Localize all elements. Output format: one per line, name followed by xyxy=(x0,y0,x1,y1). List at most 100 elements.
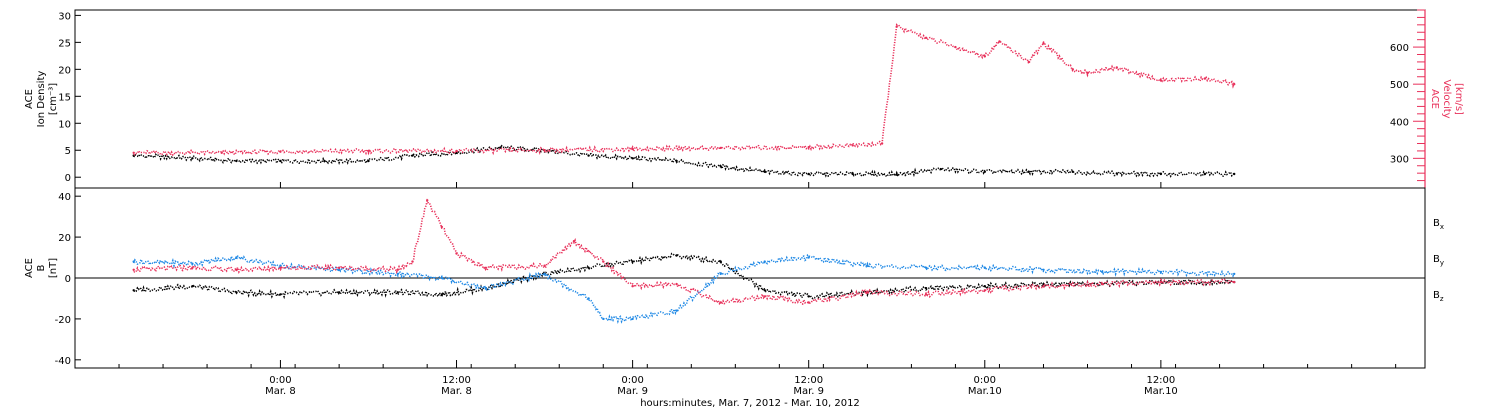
ion-density-series-point xyxy=(719,165,722,168)
b-field-bx-series-point xyxy=(631,260,634,263)
b-field-by-series-point xyxy=(631,317,634,321)
b-field-by-series-point xyxy=(1101,270,1104,274)
b-field-bz-series-point xyxy=(440,225,443,229)
velocity-series-point xyxy=(1027,60,1031,64)
b-field-axis-title: B xyxy=(36,264,47,271)
velocity-series-point xyxy=(543,149,546,152)
b-field-bz-series-point xyxy=(866,291,869,294)
b-field-bz-series-point xyxy=(1101,282,1104,286)
x-tick-date-label: Mar. 9 xyxy=(793,386,824,397)
ion-density-series-point xyxy=(235,159,238,163)
velocity-series-point xyxy=(924,36,928,39)
b-field-bz-series-point xyxy=(279,266,282,269)
ion-density-series-point xyxy=(631,157,634,160)
x-tick-date-label: Mar. 8 xyxy=(441,386,472,397)
velocity-axis-title: Velocity xyxy=(1441,79,1452,118)
b-field-by-series xyxy=(132,253,1235,324)
b-field-bz-series-point xyxy=(1233,280,1236,284)
density-axis-title: [cm⁻³] xyxy=(48,83,59,115)
x-tick-time-label: 12:00 xyxy=(442,375,471,386)
velocity-series-point xyxy=(1115,66,1119,69)
b-field-bx-series-point xyxy=(587,266,590,269)
ion-density-series-point xyxy=(587,154,590,157)
velocity-series-point xyxy=(1086,71,1089,75)
b-field-bz-series-point xyxy=(426,199,429,202)
velocity-y-tick-label: 400 xyxy=(1390,117,1409,128)
b-field-bx-series-point xyxy=(675,254,678,257)
ion-density-series-point xyxy=(851,172,854,176)
density-y-tick-label: 0 xyxy=(65,173,71,184)
b-field-by-series-point xyxy=(543,272,546,276)
ion-density-series-point xyxy=(1159,172,1163,176)
ion-density-series-point xyxy=(323,159,326,163)
velocity-series-point xyxy=(1042,42,1045,45)
x-tick-time-label: 0:00 xyxy=(621,375,643,386)
b-field-bz-series-point xyxy=(455,252,458,255)
velocity-series-point xyxy=(1071,68,1075,71)
x-tick-time-label: 0:00 xyxy=(974,375,996,386)
x-axis-title: hours:minutes, Mar. 7, 2012 - Mar. 10, 2… xyxy=(640,398,860,409)
b-field-by-series-point xyxy=(719,272,722,276)
b-field-bz-series-point xyxy=(1042,285,1045,288)
b-field-y-tick-label: 40 xyxy=(58,192,71,203)
b-field-by-series-point xyxy=(763,260,766,263)
b-field-bz-series-point xyxy=(631,285,634,288)
velocity-series-point xyxy=(807,146,810,149)
velocity-series-point xyxy=(895,25,898,28)
b-field-y-tick-label: -40 xyxy=(55,356,71,367)
b-field-bz-series-point xyxy=(602,260,605,263)
b-field-bx-series-point xyxy=(440,293,443,296)
b-field-by-series-point xyxy=(602,317,605,321)
b-field-axis-title: [nT] xyxy=(48,258,59,278)
b-field-bz-series-point xyxy=(396,268,399,271)
b-field-bz-series-point xyxy=(337,266,341,269)
b-field-bx-series-point xyxy=(279,293,282,296)
velocity-series-point xyxy=(279,150,282,153)
legend-entry-by: By xyxy=(1433,254,1444,267)
b-field-by-series-point xyxy=(440,276,443,280)
velocity-series-point xyxy=(455,149,458,153)
velocity-series-point xyxy=(631,147,634,151)
b-field-bx-series-point xyxy=(763,289,766,292)
b-field-by-series-point xyxy=(396,272,399,276)
b-field-by-series-point xyxy=(1233,272,1236,276)
b-field-by-series-point xyxy=(675,309,678,312)
b-field-bz-series-point xyxy=(1159,280,1163,284)
b-field-bz-series-point xyxy=(763,295,766,298)
density-axis-title: ACE xyxy=(24,89,35,109)
x-tick-time-label: 12:00 xyxy=(1146,375,1175,386)
ion-density-series-point xyxy=(411,154,414,157)
legend-entry-bx: Bx xyxy=(1433,218,1444,231)
b-field-by-series-point xyxy=(1042,268,1045,271)
b-field-by-series-point xyxy=(235,256,238,259)
x-tick-date-label: Mar. 8 xyxy=(265,386,296,397)
velocity-y-tick-label: 300 xyxy=(1390,154,1409,165)
b-field-by-series-point xyxy=(191,262,194,265)
velocity-series xyxy=(133,23,1235,158)
b-field-bz-series-point xyxy=(132,268,135,271)
b-field-by-series-point xyxy=(132,260,135,263)
velocity-series-point xyxy=(220,151,223,154)
density-y-tick-label: 25 xyxy=(58,38,71,49)
x-tick-time-label: 0:00 xyxy=(269,375,291,386)
b-field-bx-series-point xyxy=(396,291,399,294)
density-y-tick-label: 20 xyxy=(58,65,71,76)
density-y-tick-label: 10 xyxy=(58,119,71,130)
b-field-bx-series-point xyxy=(983,285,986,288)
b-field-by-series-point xyxy=(337,268,341,271)
velocity-series-point xyxy=(851,144,854,147)
ion-density-series-point xyxy=(1027,170,1031,173)
ion-density-series-point xyxy=(807,172,810,176)
velocity-series-point xyxy=(719,146,722,150)
b-field-bz-series-point xyxy=(983,289,986,292)
ion-density-series-point xyxy=(1203,172,1207,176)
b-field-bz-series-point xyxy=(675,282,678,286)
velocity-axis-title: ACE xyxy=(1429,89,1440,109)
x-tick-date-label: Mar. 9 xyxy=(617,386,648,397)
b-field-bx-series-point xyxy=(924,287,928,290)
velocity-y-tick-label: 600 xyxy=(1390,43,1409,54)
velocity-series-point xyxy=(367,149,370,153)
b-field-y-tick-label: 20 xyxy=(58,233,71,244)
